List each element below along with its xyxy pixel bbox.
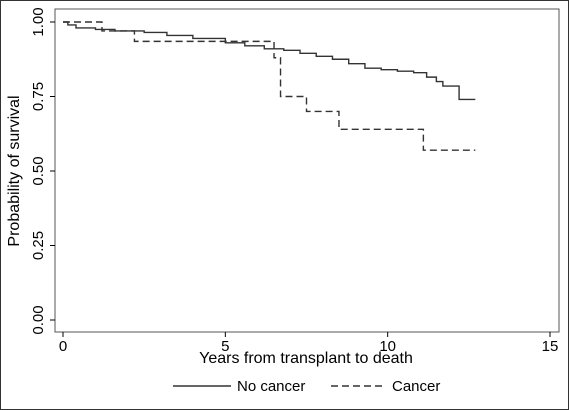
series-line-no-cancer	[63, 21, 476, 101]
y-axis: 0.00 0.25 0.50 0.75 1.00 Probability of …	[6, 7, 55, 335]
x-tick-label-0: 0	[59, 338, 67, 355]
series-layer	[63, 21, 476, 151]
legend-label-no-cancer: No cancer	[237, 378, 305, 395]
x-tick-label-1: 5	[221, 338, 229, 355]
series-line-cancer	[63, 21, 476, 151]
y-tick-label-3: 0.75	[30, 82, 47, 111]
legend: No cancer Cancer	[173, 378, 440, 395]
y-axis-title: Probability of survival	[6, 95, 23, 246]
legend-label-cancer: Cancer	[392, 378, 440, 395]
x-axis-title: Years from transplant to death	[199, 350, 413, 367]
x-tick-label-2: 10	[379, 338, 396, 355]
x-tick-label-3: 15	[542, 338, 559, 355]
y-tick-label-2: 0.50	[30, 156, 47, 185]
x-axis: 0 5 10 15 Years from transplant to death	[59, 332, 559, 367]
y-tick-label-1: 0.25	[30, 231, 47, 260]
y-tick-label-0: 0.00	[30, 305, 47, 334]
y-tick-label-4: 1.00	[30, 7, 47, 36]
plot-area	[54, 8, 560, 333]
